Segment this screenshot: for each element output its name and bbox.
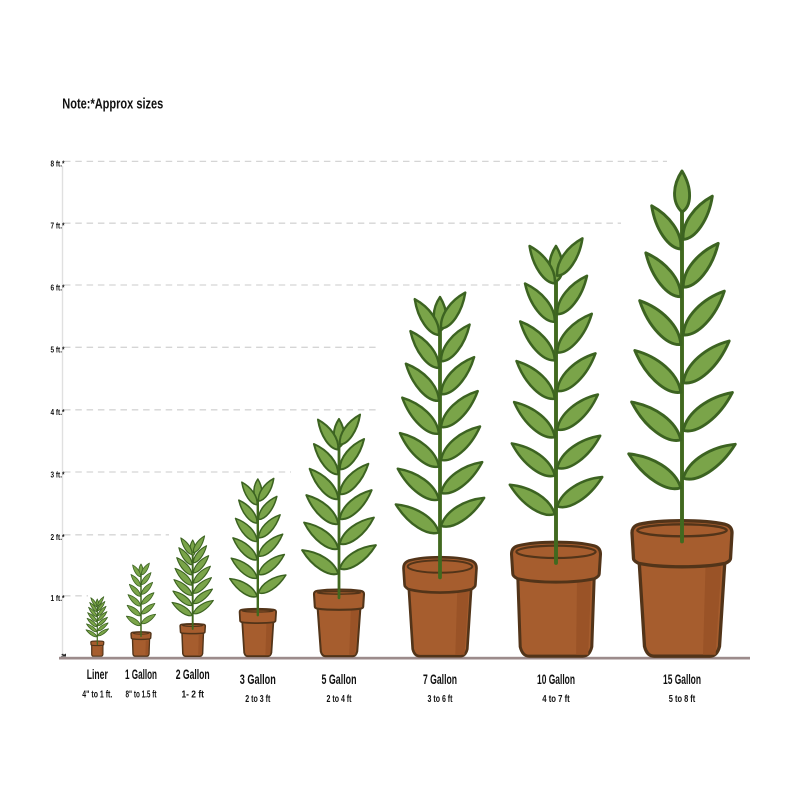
svg-text:2 to 3 ft: 2 to 3 ft	[245, 694, 270, 705]
svg-text:Liner: Liner	[87, 667, 108, 682]
svg-text:5 Gallon: 5 Gallon	[322, 672, 357, 687]
svg-text:4 ft.*: 4 ft.*	[51, 407, 65, 417]
svg-text:1 Gallon: 1 Gallon	[125, 667, 157, 682]
svg-text:2 Gallon: 2 Gallon	[176, 667, 210, 682]
svg-text:5 to 8 ft: 5 to 8 ft	[669, 694, 696, 705]
svg-text:8" to 1.5 ft: 8" to 1.5 ft	[126, 689, 157, 700]
svg-text:2 to 4 ft: 2 to 4 ft	[327, 694, 352, 705]
svg-text:1- 2 ft: 1- 2 ft	[181, 689, 204, 700]
svg-text:15 Gallon: 15 Gallon	[663, 672, 701, 687]
svg-text:1 ft.*: 1 ft.*	[51, 593, 65, 603]
svg-text:8 ft.*: 8 ft.*	[51, 159, 65, 169]
svg-text:3 Gallon: 3 Gallon	[240, 672, 276, 687]
svg-text:7 ft.*: 7 ft.*	[51, 221, 65, 231]
svg-text:3 ft.*: 3 ft.*	[51, 469, 65, 479]
svg-text:10 Gallon: 10 Gallon	[537, 672, 575, 687]
svg-text:Note:*Approx sizes: Note:*Approx sizes	[62, 97, 163, 113]
svg-text:7 Gallon: 7 Gallon	[423, 672, 457, 687]
svg-text:6 ft.*: 6 ft.*	[51, 282, 65, 292]
svg-text:3 to 6 ft: 3 to 6 ft	[428, 694, 453, 705]
svg-text:4" to 1 ft.: 4" to 1 ft.	[82, 689, 112, 700]
svg-text:4 to 7 ft: 4 to 7 ft	[542, 694, 570, 705]
svg-text:2 ft.*: 2 ft.*	[51, 532, 65, 542]
svg-text:5 ft.*: 5 ft.*	[51, 345, 65, 355]
